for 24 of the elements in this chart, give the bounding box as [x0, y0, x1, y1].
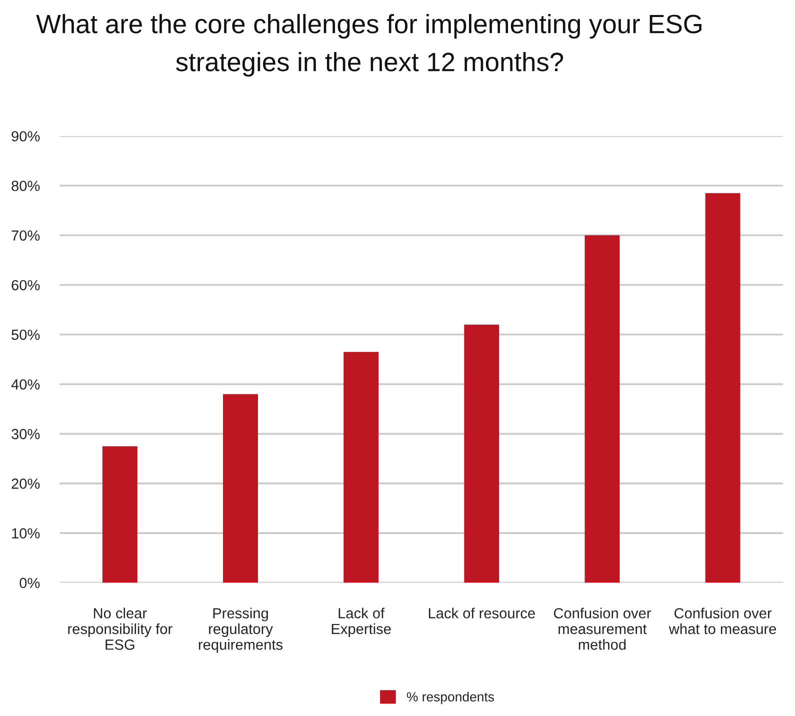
y-tick-label: 40%: [11, 379, 40, 390]
bar: [464, 324, 500, 583]
y-tick-label: 0%: [20, 578, 40, 588]
bar: [223, 394, 258, 583]
x-tick-label: Confusion over measurement method: [554, 608, 652, 650]
y-tick-label: 30%: [12, 428, 40, 440]
y-tick-label: 90%: [12, 131, 40, 142]
x-tick-label: Confusion over what to measure: [668, 608, 776, 634]
x-tick-label: Lack of Expertise: [332, 608, 391, 637]
bar: [102, 446, 138, 583]
bar: [584, 235, 620, 583]
y-tick-label: 50%: [12, 330, 40, 340]
bar: [344, 352, 379, 583]
y-tick-label: 60%: [12, 280, 40, 290]
x-tick-label: No clear responsibility for ESG: [68, 608, 172, 650]
y-tick-label: 20%: [12, 478, 40, 489]
y-tick-label: 80%: [12, 180, 40, 192]
y-tick-label: 10%: [12, 528, 40, 538]
bar: [705, 193, 740, 583]
x-tick-label: Pressing regulatory requirements: [198, 608, 283, 653]
chart-title: What are the core challenges for implementing your ESG strategies in the next 12 months?: [36, 14, 702, 77]
y-tick-label: 70%: [12, 230, 40, 241]
legend-label: % respondents: [406, 692, 494, 704]
x-tick-label: Lack of resource: [428, 608, 535, 618]
